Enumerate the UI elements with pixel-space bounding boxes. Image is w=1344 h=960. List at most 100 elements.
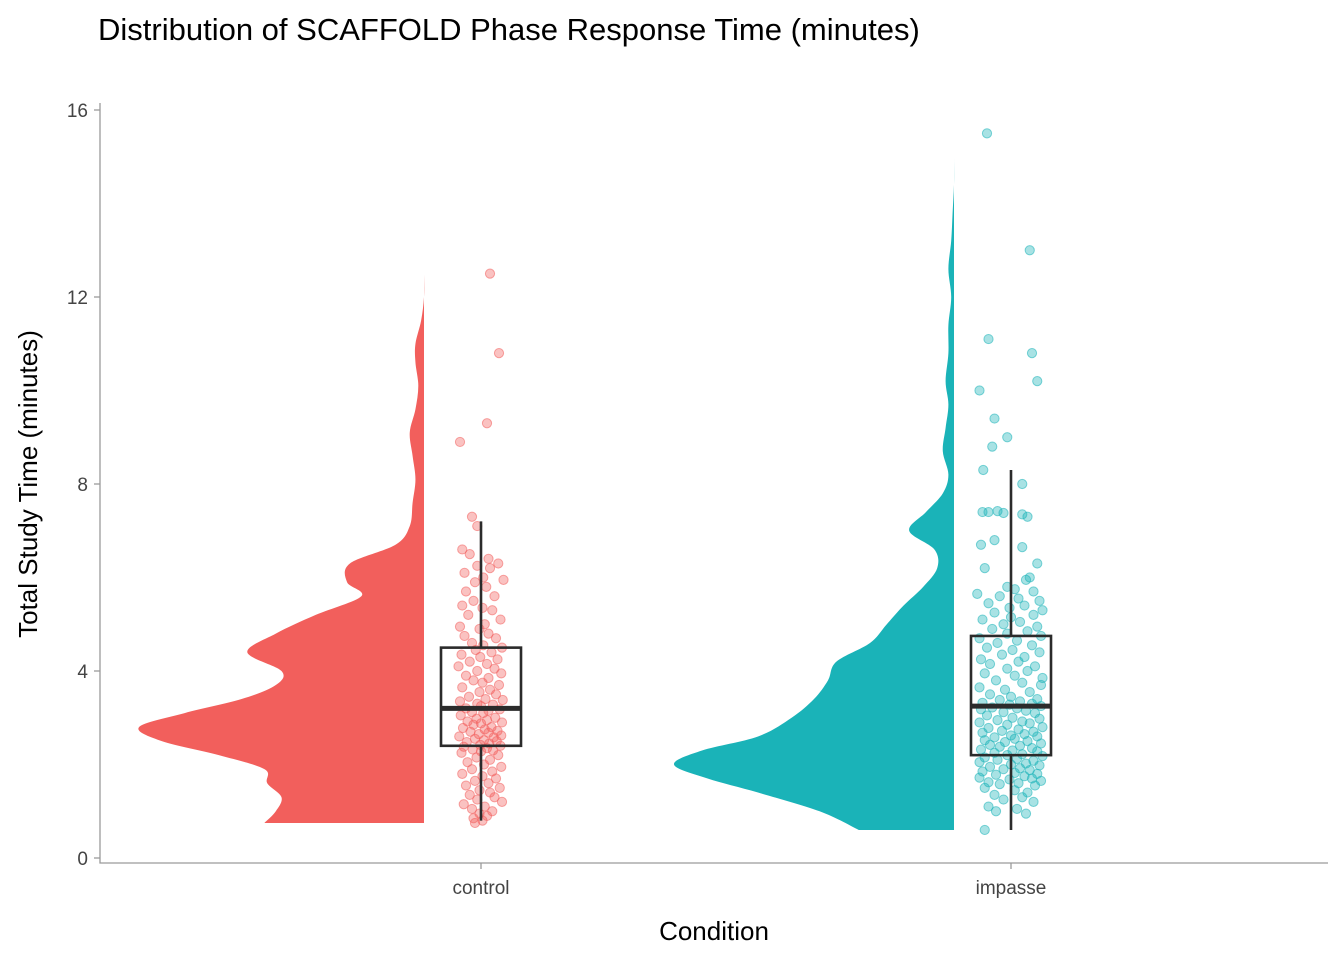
y-tick-label: 4 (77, 662, 88, 683)
data-point-impasse (979, 782, 990, 793)
data-point-control (475, 651, 486, 663)
data-point-control (454, 621, 466, 632)
data-point-control (475, 718, 487, 729)
x-axis-title: Condition (659, 916, 769, 946)
data-point-control (466, 764, 478, 775)
data-point-impasse (1013, 593, 1024, 604)
data-point-impasse (989, 413, 1000, 424)
y-tick-label: 8 (77, 475, 88, 496)
data-point-impasse (981, 710, 993, 721)
data-point-control (490, 633, 502, 644)
data-point-control (464, 656, 475, 667)
data-point-control (457, 544, 468, 555)
data-point-control (493, 679, 505, 691)
data-point-control (496, 761, 507, 772)
data-point-impasse (1009, 670, 1020, 681)
data-point-impasse (987, 623, 998, 635)
data-point-impasse (1004, 774, 1015, 785)
data-point-impasse (998, 764, 1009, 775)
data-point-impasse (983, 333, 994, 345)
axes: 0 4 8 12 16 control impasse (67, 101, 1328, 899)
data-point-impasse (1017, 542, 1028, 553)
data-point-control (493, 348, 505, 359)
data-point-impasse (979, 563, 990, 574)
data-point-control (497, 694, 508, 706)
data-point-control (474, 623, 485, 635)
data-point-impasse (984, 739, 996, 750)
data-point-control (492, 654, 503, 665)
data-point-control (460, 586, 472, 597)
data-point-control (458, 799, 469, 810)
y-axis-title: Total Study Time (minutes) (13, 330, 43, 638)
data-point-control (462, 757, 473, 768)
y-tick-label: 0 (77, 849, 88, 870)
data-point-impasse (990, 769, 1002, 780)
data-point-impasse (1009, 733, 1020, 744)
data-point-impasse (1032, 621, 1043, 632)
y-tick-label: 16 (67, 101, 88, 122)
data-point-impasse (1002, 432, 1013, 443)
data-point-control (456, 747, 467, 758)
data-point-impasse (1013, 656, 1024, 667)
data-point-impasse (977, 727, 988, 738)
data-point-impasse (996, 725, 1008, 736)
data-point-impasse (989, 732, 1000, 743)
data-point-impasse (978, 464, 989, 476)
data-point-control (489, 591, 500, 602)
plot-area (138, 128, 1053, 836)
data-point-impasse (992, 754, 1003, 765)
data-point-control (463, 609, 474, 621)
data-point-impasse (1026, 640, 1038, 651)
data-point-impasse (989, 607, 1000, 618)
data-point-impasse (984, 761, 996, 772)
data-point-control (464, 549, 475, 560)
data-point-impasse (975, 539, 987, 550)
data-point-control (468, 675, 479, 686)
data-point-control (477, 677, 488, 688)
data-point-control (459, 567, 470, 578)
data-point-impasse (1032, 558, 1043, 569)
data-point-control (469, 577, 481, 588)
data-point-control (493, 558, 504, 569)
data-point-impasse (1035, 679, 1047, 691)
data-point-impasse (1029, 661, 1041, 672)
data-point-impasse (989, 789, 1000, 800)
data-point-impasse (1019, 600, 1030, 611)
data-point-impasse (994, 694, 1005, 706)
data-point-control (484, 563, 496, 574)
data-point-control (472, 665, 483, 677)
data-point-impasse (984, 658, 996, 670)
data-point-control (487, 605, 498, 616)
data-point-control (457, 600, 468, 611)
data-point-impasse (1017, 677, 1028, 688)
data-point-impasse (1026, 348, 1038, 359)
data-point-impasse (1019, 771, 1030, 782)
data-point-impasse (999, 684, 1011, 695)
data-point-control (483, 553, 494, 564)
data-point-impasse (1028, 586, 1039, 597)
x-tick-label: impasse (976, 878, 1047, 899)
data-point-impasse (1028, 609, 1039, 621)
data-point-impasse (983, 598, 994, 609)
data-point-impasse (977, 614, 988, 625)
data-point-impasse (972, 588, 983, 599)
data-point-control (483, 778, 494, 789)
data-point-control (460, 780, 472, 791)
data-point-control (481, 714, 493, 726)
data-point-control (463, 691, 475, 702)
data-point-control (493, 750, 504, 761)
data-point-control (498, 574, 509, 585)
data-point-control (494, 782, 505, 793)
data-point-impasse (1029, 780, 1041, 791)
data-point-impasse (1037, 605, 1048, 616)
data-point-impasse (1034, 595, 1045, 606)
data-point-control (496, 717, 508, 728)
data-point-control (469, 817, 481, 829)
data-point-impasse (1007, 644, 1018, 656)
data-point-impasse (992, 506, 1003, 517)
data-point-impasse (998, 619, 1009, 630)
data-point-impasse (1024, 718, 1035, 729)
data-point-impasse (994, 779, 1005, 790)
data-point-impasse (1034, 713, 1045, 724)
